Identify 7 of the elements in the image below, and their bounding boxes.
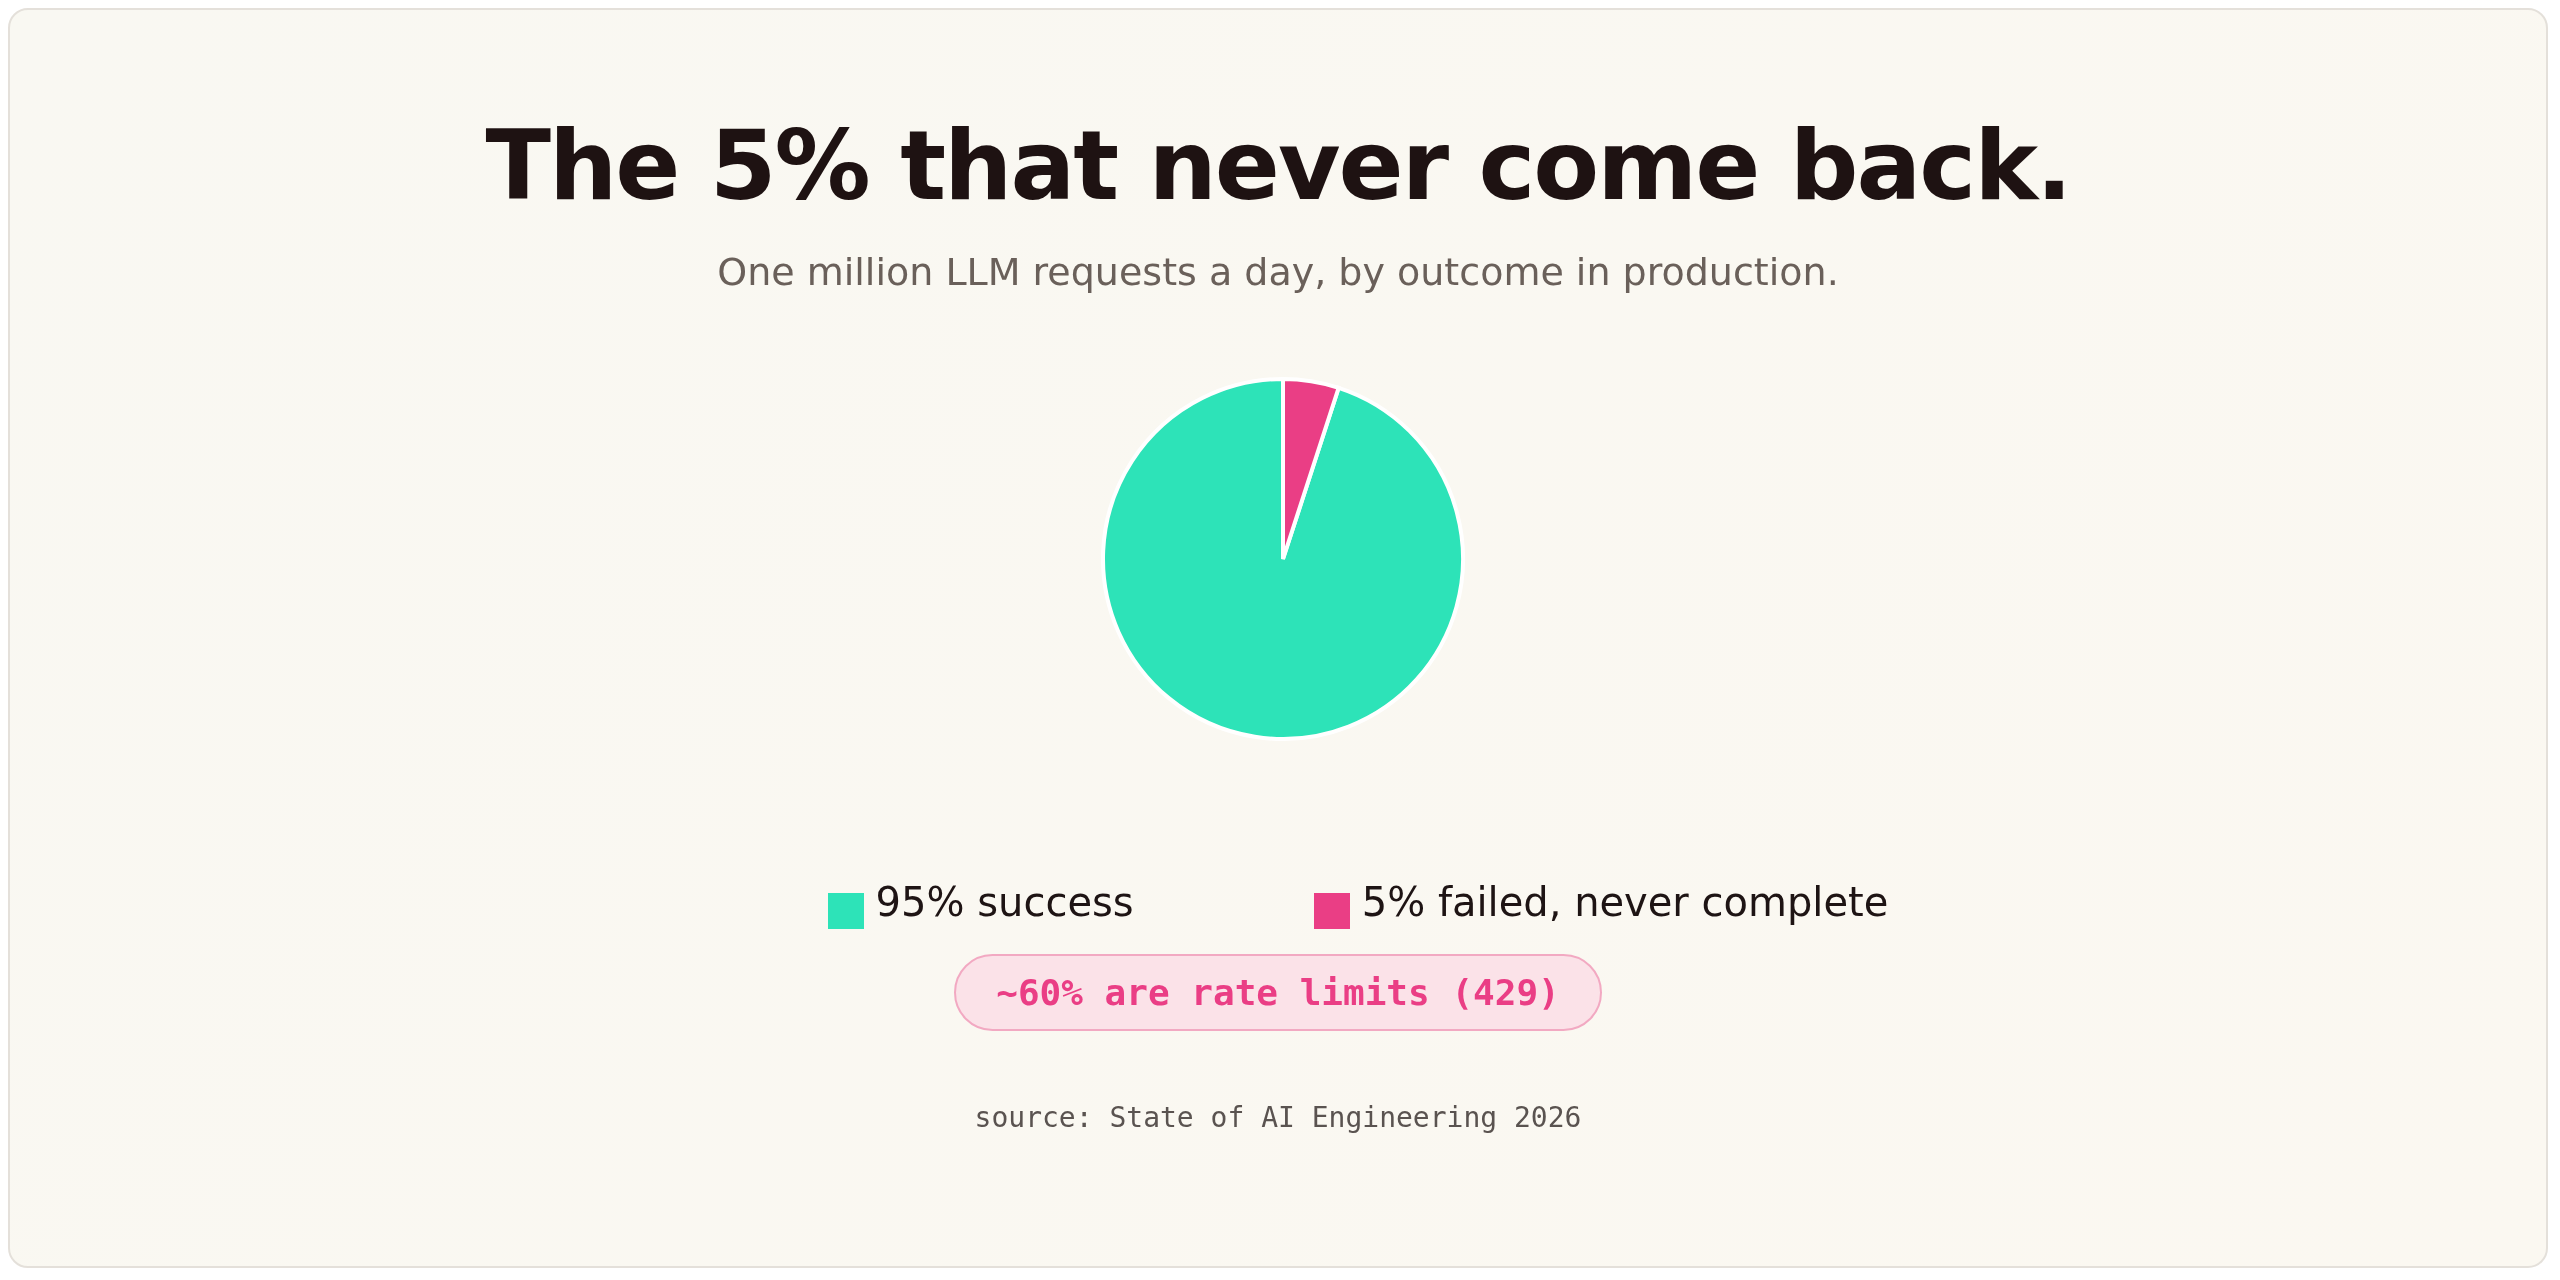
text: ~60% are rate limits (429) — [954, 954, 1602, 1031]
chart-title: The 5% that never come back. — [485, 110, 2071, 222]
legend-label: 5% failed, never complete — [1361, 878, 1889, 925]
pie-slice — [1101, 377, 1465, 741]
legend-label: 95% success — [875, 878, 1134, 925]
chart-subtitle: One million LLM requests a day, by outcome in production. — [717, 250, 1839, 294]
source-note: source: State of AI Engineering 2026 — [974, 1101, 1582, 1134]
